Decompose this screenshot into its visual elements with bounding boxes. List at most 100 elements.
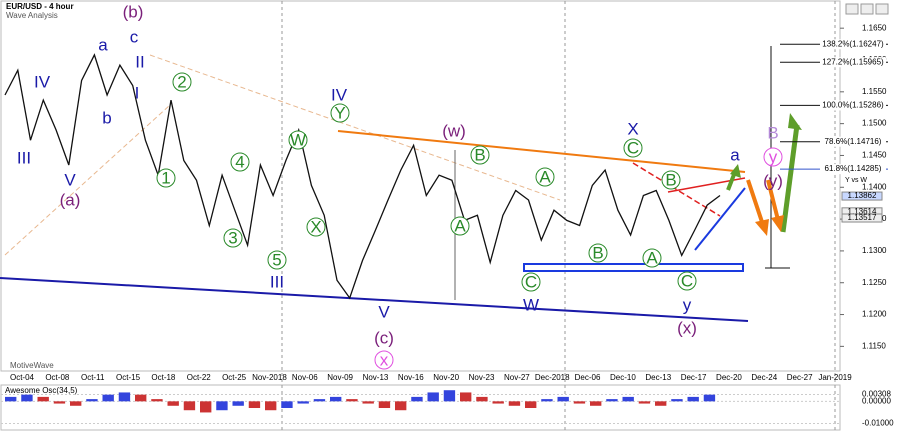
wave-label: A bbox=[454, 216, 466, 235]
x-tick-label: Nov-27 bbox=[504, 373, 530, 382]
arrow-head bbox=[771, 215, 784, 232]
wave-label: b bbox=[102, 108, 111, 127]
trend-line bbox=[694, 187, 746, 251]
osc-bar bbox=[622, 396, 634, 402]
y-tick-label: 1.1500 bbox=[862, 119, 887, 128]
x-tick-label: Dec-20 bbox=[716, 373, 742, 382]
x-tick-label: Nov-06 bbox=[292, 373, 318, 382]
osc-bar bbox=[492, 401, 504, 404]
button[interactable] bbox=[875, 3, 889, 15]
wave-label: (b) bbox=[123, 2, 144, 21]
x-tick-label: Oct-04 bbox=[10, 373, 35, 382]
osc-bar bbox=[53, 401, 66, 404]
wave-circle bbox=[156, 168, 176, 188]
wave-circle bbox=[623, 138, 643, 158]
osc-bar bbox=[200, 401, 212, 413]
y-tick-label: 1.1550 bbox=[862, 87, 887, 96]
price-tag-label: 1.13614 bbox=[848, 207, 877, 216]
x-tick-label: Dec-13 bbox=[645, 373, 671, 382]
wave-label: 4 bbox=[235, 152, 244, 171]
fib-label: 78.6%(1.14716) bbox=[825, 137, 882, 146]
wave-circle bbox=[306, 217, 326, 237]
osc-bar bbox=[671, 399, 683, 402]
osc-bar bbox=[265, 401, 277, 411]
wave-label: A bbox=[646, 248, 658, 267]
x-tick-label: Nov-23 bbox=[469, 373, 495, 382]
fib-label: 127.2%(1.15965) bbox=[822, 57, 884, 66]
wave-label: a bbox=[730, 145, 740, 164]
osc-bar bbox=[411, 396, 423, 402]
arrow bbox=[780, 124, 800, 233]
wave-label: C bbox=[681, 271, 693, 290]
wave-label: IV bbox=[34, 72, 51, 91]
wave-circle bbox=[450, 216, 470, 236]
osc-bar bbox=[590, 401, 602, 406]
osc-bar bbox=[460, 392, 472, 402]
osc-bar bbox=[21, 394, 33, 402]
x-tick-label: Oct-25 bbox=[222, 373, 247, 382]
x-tick-label: Oct-22 bbox=[187, 373, 212, 382]
x-tick-label: Dec-2018 bbox=[535, 373, 570, 382]
fib-label-bg bbox=[820, 39, 886, 50]
wave-circle bbox=[230, 152, 250, 172]
osc-bar bbox=[118, 392, 131, 402]
wave-label: 5 bbox=[272, 250, 281, 269]
osc-bar bbox=[86, 399, 98, 402]
osc-bar bbox=[638, 401, 651, 404]
x-tick-label: Nov-13 bbox=[363, 373, 389, 382]
chart-subtitle: Wave Analysis bbox=[6, 11, 58, 20]
price-tag bbox=[841, 213, 883, 223]
arrow bbox=[766, 179, 780, 221]
osc-bar bbox=[248, 401, 261, 408]
osc-bar bbox=[297, 401, 309, 404]
osc-bar bbox=[508, 401, 521, 406]
wave-label: (c) bbox=[374, 328, 394, 347]
osc-bar bbox=[687, 396, 699, 402]
osc-bar bbox=[443, 390, 456, 402]
wave-label: 2 bbox=[177, 72, 186, 91]
osc-title: Awesome Osc(34,5) bbox=[5, 386, 78, 395]
wave-label: (y) bbox=[763, 171, 783, 190]
wave-label: Y bbox=[334, 103, 345, 122]
osc-bar bbox=[476, 396, 488, 402]
wave-circle bbox=[677, 271, 697, 291]
wave-label: X bbox=[627, 119, 638, 138]
y-tick-label: 1.1300 bbox=[862, 246, 887, 255]
arrow-head bbox=[755, 219, 769, 236]
button[interactable] bbox=[860, 3, 874, 15]
wave-circle bbox=[470, 145, 490, 165]
x-tick-label: Nov-20 bbox=[433, 373, 459, 382]
wave-label: C bbox=[627, 138, 639, 157]
wave-label: W bbox=[523, 295, 539, 314]
x-tick-label: Dec-06 bbox=[575, 373, 601, 382]
osc-bar bbox=[313, 399, 326, 402]
wave-label: B bbox=[474, 145, 485, 164]
wave-circle bbox=[588, 243, 608, 263]
osc-bar bbox=[135, 394, 147, 402]
wave-circle bbox=[521, 272, 541, 292]
x-tick-label: Nov-16 bbox=[398, 373, 424, 382]
osc-bar bbox=[151, 399, 163, 402]
osc-bar bbox=[557, 396, 569, 402]
wave-label: III bbox=[270, 272, 284, 291]
wave-label: B bbox=[665, 170, 676, 189]
support-box bbox=[523, 263, 744, 272]
x-tick-label: Dec-27 bbox=[787, 373, 813, 382]
osc-tick-label: 0.00308 bbox=[862, 390, 891, 399]
x-tick-label: Dec-17 bbox=[681, 373, 707, 382]
wave-label: A bbox=[539, 167, 551, 186]
wave-label: 1 bbox=[161, 168, 170, 187]
osc-bar bbox=[378, 401, 391, 408]
x-tick-label: Oct-18 bbox=[151, 373, 176, 382]
osc-bar bbox=[573, 401, 586, 404]
wave-label: (a) bbox=[60, 190, 81, 209]
x-tick-label: Dec-24 bbox=[751, 373, 777, 382]
button[interactable] bbox=[845, 3, 859, 15]
chart-title: EUR/USD - 4 hour bbox=[6, 2, 74, 11]
fib-label-bg bbox=[820, 136, 886, 147]
wave-circle bbox=[172, 72, 192, 92]
wave-label: V bbox=[64, 170, 76, 189]
fib-label-bg bbox=[820, 100, 886, 111]
window-buttons bbox=[845, 3, 889, 15]
